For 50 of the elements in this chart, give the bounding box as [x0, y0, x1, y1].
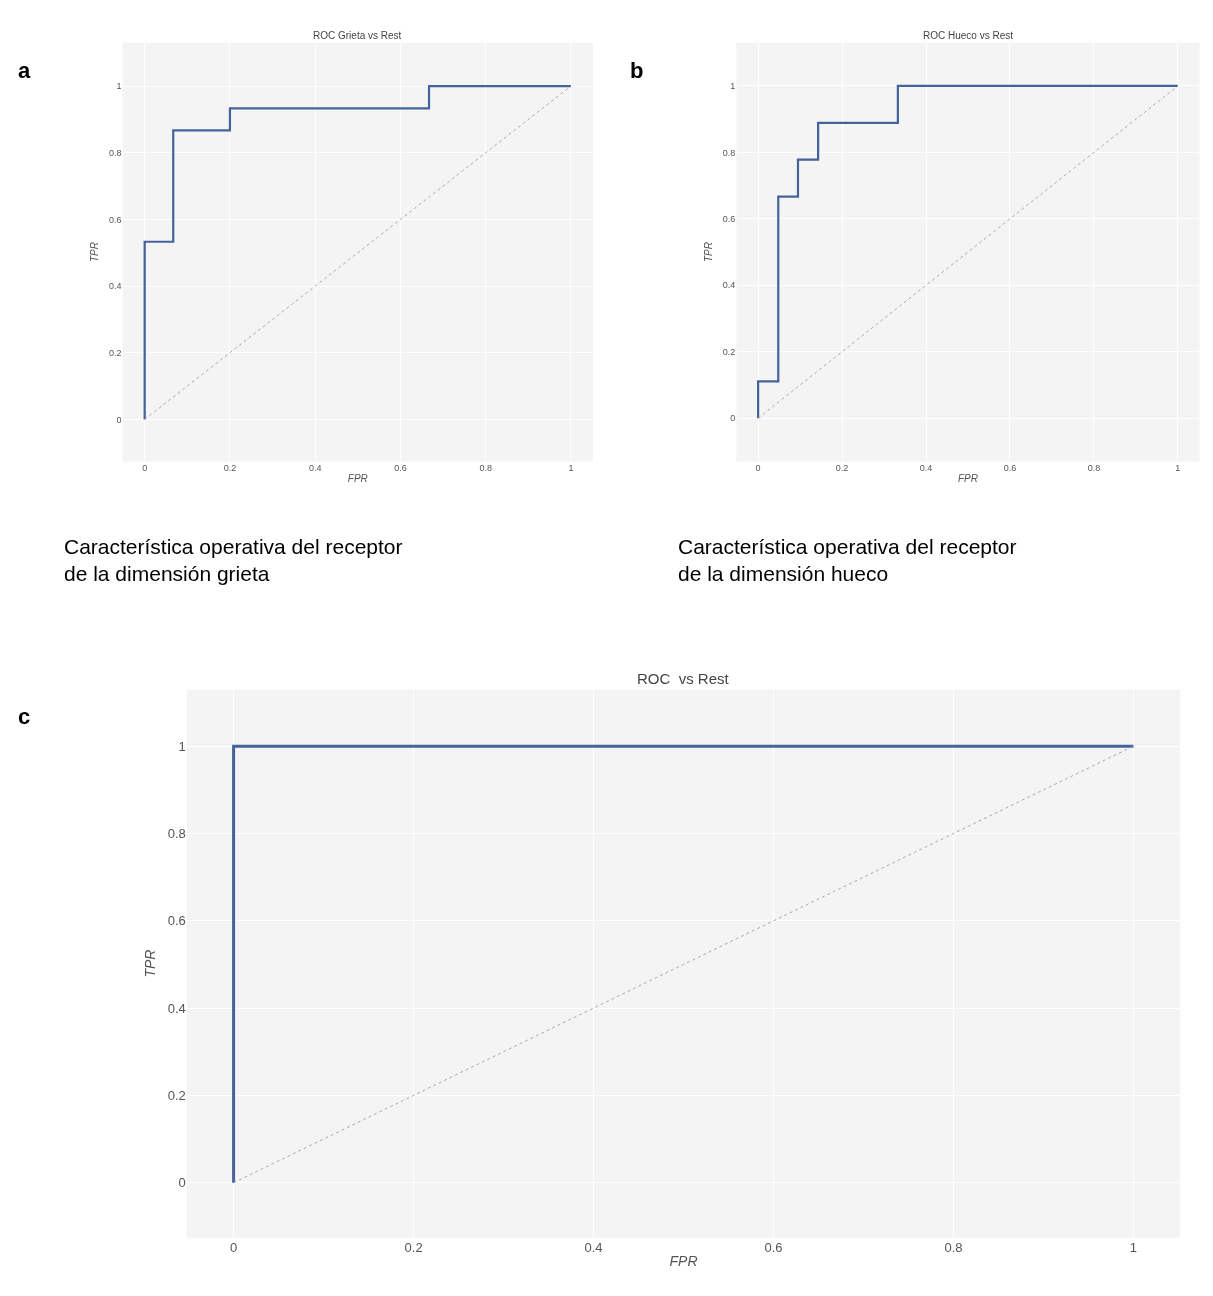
y-axis-title: TPR [89, 242, 100, 263]
y-tick-label: 0.4 [167, 1000, 186, 1016]
y-tick-label: 0.8 [109, 147, 122, 158]
y-tick-label: 0.2 [167, 1087, 186, 1103]
x-tick-label: 0.8 [1087, 463, 1101, 474]
x-tick-label: 0.4 [308, 463, 322, 474]
y-tick-label: 0.8 [722, 147, 736, 158]
text: Característica operativa del receptor de la dimensión hueco [678, 535, 1017, 586]
x-tick-label: 0.6 [764, 1239, 783, 1255]
text: c [18, 704, 31, 729]
y-tick-label: 0 [730, 413, 736, 424]
x-tick-label: 0.4 [919, 463, 933, 474]
x-tick-label: 1 [568, 463, 574, 474]
x-tick-label: 0.6 [1003, 463, 1017, 474]
chart-title: ROC vs Rest [637, 670, 730, 687]
x-tick-label: 0 [142, 463, 148, 474]
text: a [18, 58, 31, 83]
x-tick-label: 1 [1129, 1239, 1138, 1255]
x-tick-label: 0.6 [394, 463, 407, 474]
y-tick-label: 0.4 [109, 281, 122, 292]
text: b [630, 58, 644, 83]
x-tick-label: 0 [229, 1239, 238, 1255]
y-axis-title: TPR [702, 242, 714, 263]
chart-title: ROC Hueco vs Rest [923, 30, 1014, 41]
y-tick-label: 1 [116, 81, 122, 92]
y-tick-label: 1 [178, 738, 186, 754]
y-tick-label: 0.6 [167, 913, 186, 929]
y-tick-label: 0.4 [722, 280, 736, 291]
x-tick-label: 0.4 [584, 1239, 603, 1255]
x-tick-label: 0.2 [835, 463, 849, 474]
x-tick-label: 0.8 [479, 463, 492, 474]
y-tick-label: 0 [178, 1175, 186, 1191]
x-tick-label: 0.2 [223, 463, 237, 474]
y-tick-label: 1 [730, 81, 736, 92]
y-tick-label: 0.6 [109, 214, 122, 225]
x-tick-label: 0.8 [944, 1239, 963, 1255]
y-tick-label: 0.6 [722, 214, 736, 224]
x-tick-label: 0 [755, 463, 761, 474]
x-axis-title: FPR [669, 1252, 698, 1269]
x-tick-label: 1 [1175, 463, 1181, 474]
y-tick-label: 0.2 [722, 346, 736, 357]
y-tick-label: 0.8 [167, 826, 186, 842]
x-axis-title: FPR [347, 472, 368, 484]
chart-title: ROC Grieta vs Rest [313, 30, 402, 41]
x-axis-title: FPR [957, 472, 978, 484]
x-tick-label: 0.2 [404, 1239, 423, 1255]
text: Característica operativa del receptor de la dimensión grieta [64, 535, 403, 586]
y-tick-label: 0 [116, 414, 122, 425]
y-axis-title: TPR [142, 949, 159, 978]
y-tick-label: 0.2 [109, 347, 122, 358]
